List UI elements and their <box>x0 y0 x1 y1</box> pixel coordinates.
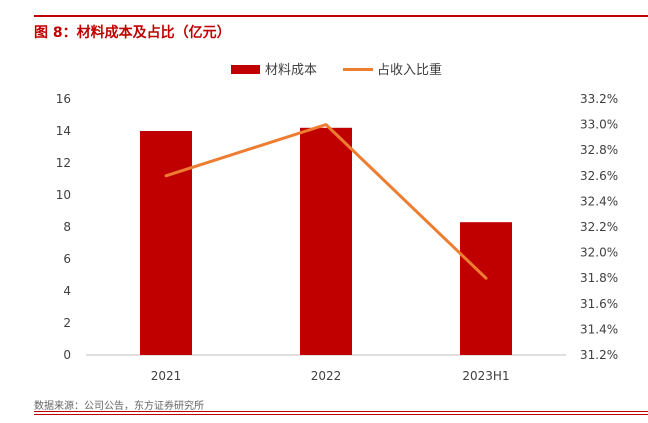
y-right-tick-label: 31.6% <box>580 297 618 311</box>
figure-title: 图 8：材料成本及占比（亿元） <box>34 25 231 41</box>
y-right-tick-label: 32.2% <box>580 220 618 234</box>
y-right-tick-label: 33.0% <box>580 118 618 132</box>
y-left-tick-label: 4 <box>63 284 71 298</box>
y-right-tick-label: 32.4% <box>580 194 618 208</box>
y-left-tick-label: 6 <box>63 252 71 266</box>
x-tick-label: 2022 <box>311 369 342 383</box>
y-right-tick-label: 33.2% <box>580 92 618 106</box>
bottom-rule <box>34 411 648 412</box>
legend-swatch-bar <box>231 65 260 74</box>
x-tick-label: 2023H1 <box>462 369 509 383</box>
bar <box>460 222 512 355</box>
bar <box>300 127 352 355</box>
legend-label-bar: 材料成本 <box>265 63 317 78</box>
legend-label-line: 占收入比重 <box>377 62 442 78</box>
y-right-tick-label: 31.2% <box>580 348 618 362</box>
y-left-tick-label: 12 <box>56 156 71 170</box>
y-left-tick-label: 16 <box>56 92 71 106</box>
y-right-tick-label: 31.8% <box>580 271 618 285</box>
y-right-tick-label: 32.8% <box>580 143 618 157</box>
y-right-tick-label: 32.0% <box>580 246 618 260</box>
y-left-tick-label: 2 <box>63 316 71 330</box>
source-note: 数据来源：公司公告，东方证券研究所 <box>34 401 204 412</box>
bar <box>140 131 192 355</box>
y-left-tick-label: 8 <box>63 220 71 234</box>
y-right-tick-label: 31.4% <box>580 322 618 336</box>
y-left-tick-label: 0 <box>63 348 71 362</box>
y-right-tick-label: 32.6% <box>580 169 618 183</box>
y-left-tick-label: 14 <box>56 124 71 138</box>
y-left-tick-label: 10 <box>56 188 71 202</box>
x-tick-label: 2021 <box>151 369 182 383</box>
bottom-rule-2 <box>34 414 648 415</box>
top-rule <box>34 15 648 17</box>
